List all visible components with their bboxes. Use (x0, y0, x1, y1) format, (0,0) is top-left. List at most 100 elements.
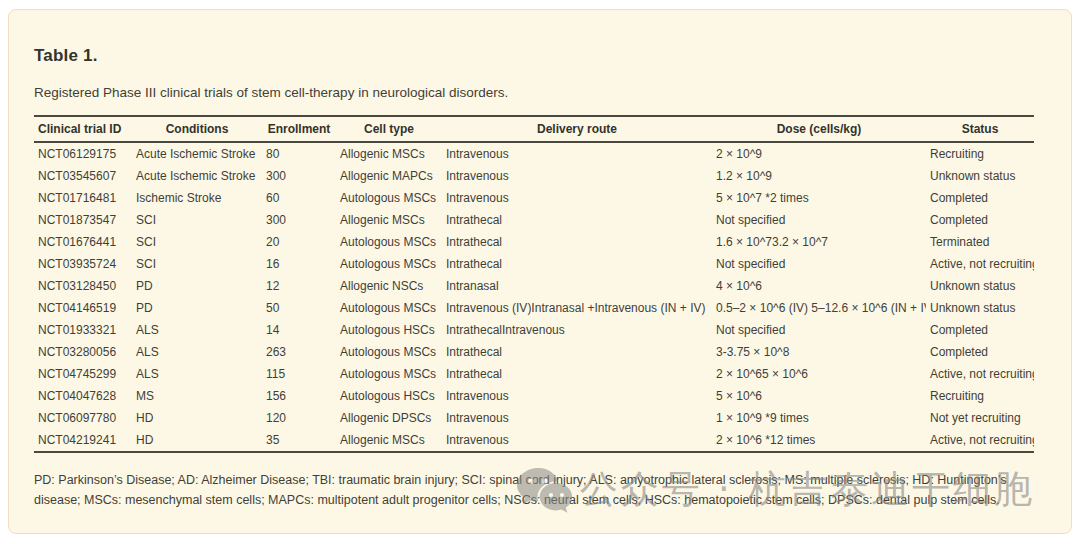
table-cell: NCT04146519 (34, 297, 132, 319)
table-cell: 1.2 × 10^9 (712, 165, 926, 187)
table-cell: Autologous MSCs (336, 341, 442, 363)
table-cell: Completed (926, 319, 1034, 341)
table-cell: 16 (262, 253, 336, 275)
column-header: Enrollment (262, 116, 336, 142)
table-cell: NCT04047628 (34, 385, 132, 407)
article-table-panel: Table 1. Registered Phase III clinical t… (8, 9, 1072, 534)
table-cell: NCT01716481 (34, 187, 132, 209)
table-cell: 263 (262, 341, 336, 363)
table-row: NCT01933321ALS14Autologous HSCsIntrathec… (34, 319, 1034, 341)
table-cell: 115 (262, 363, 336, 385)
table-cell: 156 (262, 385, 336, 407)
table-row: NCT01676441SCI20Autologous MSCsIntrathec… (34, 231, 1034, 253)
table-cell: NCT03280056 (34, 341, 132, 363)
column-header: Cell type (336, 116, 442, 142)
table-cell: Completed (926, 187, 1034, 209)
table-footnote: PD: Parkinson’s Disease; AD: Alzheimer D… (34, 470, 1044, 510)
table-cell: Unknown status (926, 165, 1034, 187)
table-cell: Ischemic Stroke (132, 187, 262, 209)
table-cell: Active, not recruiting (926, 253, 1034, 275)
table-cell: Autologous HSCs (336, 319, 442, 341)
column-header: Conditions (132, 116, 262, 142)
table-cell: PD (132, 297, 262, 319)
table-row: NCT01873547SCI300Allogenic MSCsIntrathec… (34, 209, 1034, 231)
table-row: NCT03280056ALS263Autologous MSCsIntrathe… (34, 341, 1034, 363)
table-cell: 80 (262, 142, 336, 165)
page: Table 1. Registered Phase III clinical t… (0, 0, 1080, 544)
table-cell: 300 (262, 165, 336, 187)
table-cell: Allogenic MSCs (336, 429, 442, 452)
table-cell: MS (132, 385, 262, 407)
table-cell: Allogenic NSCs (336, 275, 442, 297)
table-cell: Intrathecal (442, 231, 712, 253)
table-cell: 50 (262, 297, 336, 319)
table-cell: HD (132, 407, 262, 429)
table-row: NCT04745299ALS115Autologous MSCsIntrathe… (34, 363, 1034, 385)
clinical-trials-table: Clinical trial IDConditionsEnrollmentCel… (34, 115, 1034, 453)
table-cell: Autologous MSCs (336, 363, 442, 385)
table-cell: 2 × 10^65 × 10^6 (712, 363, 926, 385)
table-cell: Autologous HSCs (336, 385, 442, 407)
table-cell: NCT06129175 (34, 142, 132, 165)
table-cell: Not specified (712, 319, 926, 341)
table-cell: Autologous MSCs (336, 231, 442, 253)
table-cell: Autologous MSCs (336, 297, 442, 319)
table-row: NCT04146519PD50Autologous MSCsIntravenou… (34, 297, 1034, 319)
column-header: Dose (cells/kg) (712, 116, 926, 142)
table-cell: Intravenous (442, 142, 712, 165)
table-cell: Autologous MSCs (336, 187, 442, 209)
table-cell: 5 × 10^6 (712, 385, 926, 407)
table-cell: 60 (262, 187, 336, 209)
table-cell: Not specified (712, 253, 926, 275)
column-header: Clinical trial ID (34, 116, 132, 142)
table-cell: Intrathecal (442, 341, 712, 363)
table-cell: NCT03545607 (34, 165, 132, 187)
table-row: NCT06097780HD120Allogenic DPSCsIntraveno… (34, 407, 1034, 429)
table-cell: Completed (926, 209, 1034, 231)
table-cell: Intrathecal (442, 363, 712, 385)
table-cell: Intravenous (442, 187, 712, 209)
table-cell: 300 (262, 209, 336, 231)
table-cell: Unknown status (926, 275, 1034, 297)
table-cell: Allogenic MSCs (336, 209, 442, 231)
table-label: Table 1. (34, 46, 1047, 66)
table-cell: Recruiting (926, 142, 1034, 165)
table-cell: Recruiting (926, 385, 1034, 407)
table-cell: 4 × 10^6 (712, 275, 926, 297)
table-cell: Intrathecal (442, 253, 712, 275)
table-cell: IntrathecalIntravenous (442, 319, 712, 341)
column-header: Status (926, 116, 1034, 142)
table-cell: Acute Ischemic Stroke (132, 142, 262, 165)
table-cell: SCI (132, 209, 262, 231)
table-cell: 5 × 10^7 *2 times (712, 187, 926, 209)
table-cell: 0.5–2 × 10^6 (IV) 5–12.6 × 10^6 (IN + IV… (712, 297, 926, 319)
table-cell: Intravenous (442, 385, 712, 407)
table-cell: 2 × 10^6 *12 times (712, 429, 926, 452)
table-cell: 12 (262, 275, 336, 297)
table-row: NCT06129175Acute Ischemic Stroke80Alloge… (34, 142, 1034, 165)
table-cell: Intranasal (442, 275, 712, 297)
table-cell: PD (132, 275, 262, 297)
table-cell: Terminated (926, 231, 1034, 253)
table-cell: 1.6 × 10^73.2 × 10^7 (712, 231, 926, 253)
table-cell: NCT01676441 (34, 231, 132, 253)
table-cell: Active, not recruiting (926, 429, 1034, 452)
table-cell: Intrathecal (442, 209, 712, 231)
table-cell: Not specified (712, 209, 926, 231)
table-cell: 2 × 10^9 (712, 142, 926, 165)
table-cell: NCT01873547 (34, 209, 132, 231)
table-cell: Acute Ischemic Stroke (132, 165, 262, 187)
table-cell: Intravenous (IV)Intranasal +Intravenous … (442, 297, 712, 319)
table-cell: NCT01933321 (34, 319, 132, 341)
table-cell: 20 (262, 231, 336, 253)
table-cell: NCT06097780 (34, 407, 132, 429)
table-cell: 1 × 10^9 *9 times (712, 407, 926, 429)
table-cell: Completed (926, 341, 1034, 363)
column-header: Delivery route (442, 116, 712, 142)
table-cell: NCT04219241 (34, 429, 132, 452)
table-cell: 14 (262, 319, 336, 341)
table-cell: Autologous MSCs (336, 253, 442, 275)
table-cell: SCI (132, 253, 262, 275)
table-cell: ALS (132, 363, 262, 385)
table-cell: Allogenic MSCs (336, 142, 442, 165)
